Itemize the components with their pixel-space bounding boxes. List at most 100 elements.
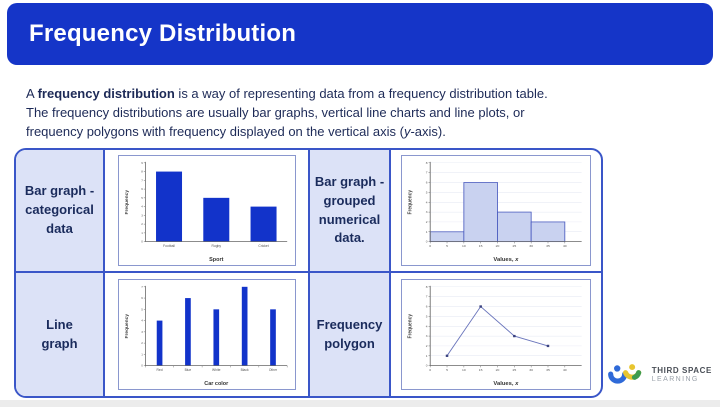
svg-text:White: White xyxy=(212,368,221,372)
table-cell-line-graph-chart: Red Blue White Black Other 0 1 2 3 4 5 6 7 Frequency C… xyxy=(105,273,310,396)
svg-text:7: 7 xyxy=(141,285,143,289)
svg-text:4: 4 xyxy=(141,205,143,209)
svg-text:20: 20 xyxy=(496,368,500,372)
svg-text:10: 10 xyxy=(462,368,466,372)
svg-text:3: 3 xyxy=(141,330,143,334)
svg-text:Values, x: Values, x xyxy=(493,257,519,263)
histogram-grouped-chart: 0 5 10 15 20 25 30 35 40 0 1 2 3 4 5 6 7 8 Frequency Values… xyxy=(401,155,591,266)
intro-paragraph: A frequency distribution is a way of rep… xyxy=(26,84,698,141)
bar-categorical-chart: Football Rugby Cricket 0 1 2 3 4 5 6 7 8 9 Frequency S… xyxy=(117,155,296,266)
svg-text:Black: Black xyxy=(240,368,248,372)
svg-text:8: 8 xyxy=(426,161,428,165)
svg-text:35: 35 xyxy=(546,368,550,372)
svg-text:Cricket: Cricket xyxy=(258,244,268,248)
brand-subname: LEARNING xyxy=(651,375,699,383)
bottom-edge-strip xyxy=(0,400,720,407)
bar-categorical-chart-svg: Football Rugby Cricket 0 1 2 3 4 5 6 7 8 9 Frequency S… xyxy=(123,161,287,263)
svg-text:25: 25 xyxy=(512,368,516,372)
svg-text:4: 4 xyxy=(426,200,428,204)
table-label-bar-categorical: Bar graph - categorical data xyxy=(16,150,105,273)
svg-text:30: 30 xyxy=(529,244,533,248)
svg-text:5: 5 xyxy=(426,191,428,195)
svg-text:30: 30 xyxy=(529,368,533,372)
svg-text:2: 2 xyxy=(426,220,428,224)
svg-text:10: 10 xyxy=(462,244,466,248)
svg-text:3: 3 xyxy=(426,334,428,338)
table-label-frequency-polygon: Frequency polygon xyxy=(310,273,391,396)
svg-text:15: 15 xyxy=(479,244,483,248)
svg-text:15: 15 xyxy=(479,368,483,372)
page-title: Frequency Distribution xyxy=(29,20,297,47)
definition-table: Bar graph - categorical data Football Rug… xyxy=(14,148,603,398)
svg-text:7: 7 xyxy=(426,171,428,175)
svg-text:5: 5 xyxy=(446,368,448,372)
svg-text:9: 9 xyxy=(141,161,143,165)
svg-text:6: 6 xyxy=(426,305,428,309)
brand-logo: THIRD SPACE LEARNING xyxy=(607,361,712,389)
svg-text:0: 0 xyxy=(141,240,143,244)
svg-text:20: 20 xyxy=(496,244,500,248)
logo-text: THIRD SPACE LEARNING xyxy=(652,366,712,384)
frequency-polygon-chart-svg: 0 5 10 15 20 25 30 35 40 0 1 2 3 4 5 6 7 8 Frequency Values… xyxy=(407,285,582,387)
svg-text:0: 0 xyxy=(141,364,143,368)
svg-text:5: 5 xyxy=(141,307,143,311)
svg-text:7: 7 xyxy=(141,178,143,182)
intro-line-2: The frequency distributions are usually … xyxy=(26,105,525,120)
svg-text:4: 4 xyxy=(141,319,143,323)
svg-text:2: 2 xyxy=(426,344,428,348)
svg-text:6: 6 xyxy=(141,187,143,191)
svg-text:1: 1 xyxy=(141,231,143,235)
svg-text:Values, x: Values, x xyxy=(493,381,519,387)
svg-text:3: 3 xyxy=(426,210,428,214)
svg-text:5: 5 xyxy=(426,315,428,319)
svg-text:5: 5 xyxy=(141,196,143,200)
svg-text:Rugby: Rugby xyxy=(211,244,221,248)
svg-text:8: 8 xyxy=(426,285,428,289)
svg-text:Red: Red xyxy=(156,368,162,372)
svg-text:0: 0 xyxy=(429,244,431,248)
table-label-bar-grouped: Bar graph - grouped numerical data. xyxy=(310,150,391,273)
brand-name: THIRD SPACE xyxy=(651,366,712,375)
svg-text:1: 1 xyxy=(426,230,428,234)
svg-text:Football: Football xyxy=(163,244,175,248)
svg-text:2: 2 xyxy=(141,341,143,345)
svg-text:Frequency: Frequency xyxy=(407,314,413,339)
svg-text:0: 0 xyxy=(429,368,431,372)
header-banner: Frequency Distribution xyxy=(7,3,713,65)
intro-line-1: A frequency distribution is a way of rep… xyxy=(26,86,548,101)
frequency-polygon-chart: 0 5 10 15 20 25 30 35 40 0 1 2 3 4 5 6 7 8 Frequency Values… xyxy=(401,279,591,390)
svg-text:8: 8 xyxy=(141,170,143,174)
bold-term: frequency distribution xyxy=(37,86,175,101)
svg-text:5: 5 xyxy=(446,244,448,248)
svg-text:35: 35 xyxy=(546,244,550,248)
table-cell-bar-categorical-chart: Football Rugby Cricket 0 1 2 3 4 5 6 7 8 9 Frequency S… xyxy=(105,150,310,273)
svg-text:Other: Other xyxy=(268,368,277,372)
svg-text:Frequency: Frequency xyxy=(123,190,129,215)
svg-text:Blue: Blue xyxy=(184,368,191,372)
svg-text:Car color: Car color xyxy=(204,381,229,387)
svg-text:Frequency: Frequency xyxy=(123,314,129,339)
svg-text:6: 6 xyxy=(141,296,143,300)
svg-text:0: 0 xyxy=(426,240,428,244)
svg-text:4: 4 xyxy=(426,324,428,328)
table-cell-frequency-polygon-chart: 0 5 10 15 20 25 30 35 40 0 1 2 3 4 5 6 7 8 Frequency Values… xyxy=(391,273,601,396)
svg-text:1: 1 xyxy=(426,354,428,358)
intro-line-3: frequency polygons with frequency displa… xyxy=(26,124,446,139)
svg-text:Frequency: Frequency xyxy=(407,190,413,215)
italic-y: y xyxy=(403,124,411,139)
svg-text:6: 6 xyxy=(426,181,428,185)
line-graph-chart: Red Blue White Black Other 0 1 2 3 4 5 6 7 Frequency C… xyxy=(117,279,296,390)
table-label-line-graph: Line graph xyxy=(16,273,105,396)
svg-text:40: 40 xyxy=(563,368,567,372)
person-icons xyxy=(607,364,641,384)
svg-text:40: 40 xyxy=(563,244,567,248)
svg-text:7: 7 xyxy=(426,295,428,299)
table-cell-histogram-chart: 0 5 10 15 20 25 30 35 40 0 1 2 3 4 5 6 7 8 Frequency Values… xyxy=(391,150,601,273)
line-graph-chart-svg: Red Blue White Black Other 0 1 2 3 4 5 6 7 Frequency C… xyxy=(123,285,287,387)
histogram-grouped-chart-svg: 0 5 10 15 20 25 30 35 40 0 1 2 3 4 5 6 7 8 Frequency Values… xyxy=(407,161,582,263)
svg-text:2: 2 xyxy=(141,222,143,226)
svg-text:25: 25 xyxy=(512,244,516,248)
svg-text:Sport: Sport xyxy=(209,257,223,263)
svg-text:3: 3 xyxy=(141,213,143,217)
